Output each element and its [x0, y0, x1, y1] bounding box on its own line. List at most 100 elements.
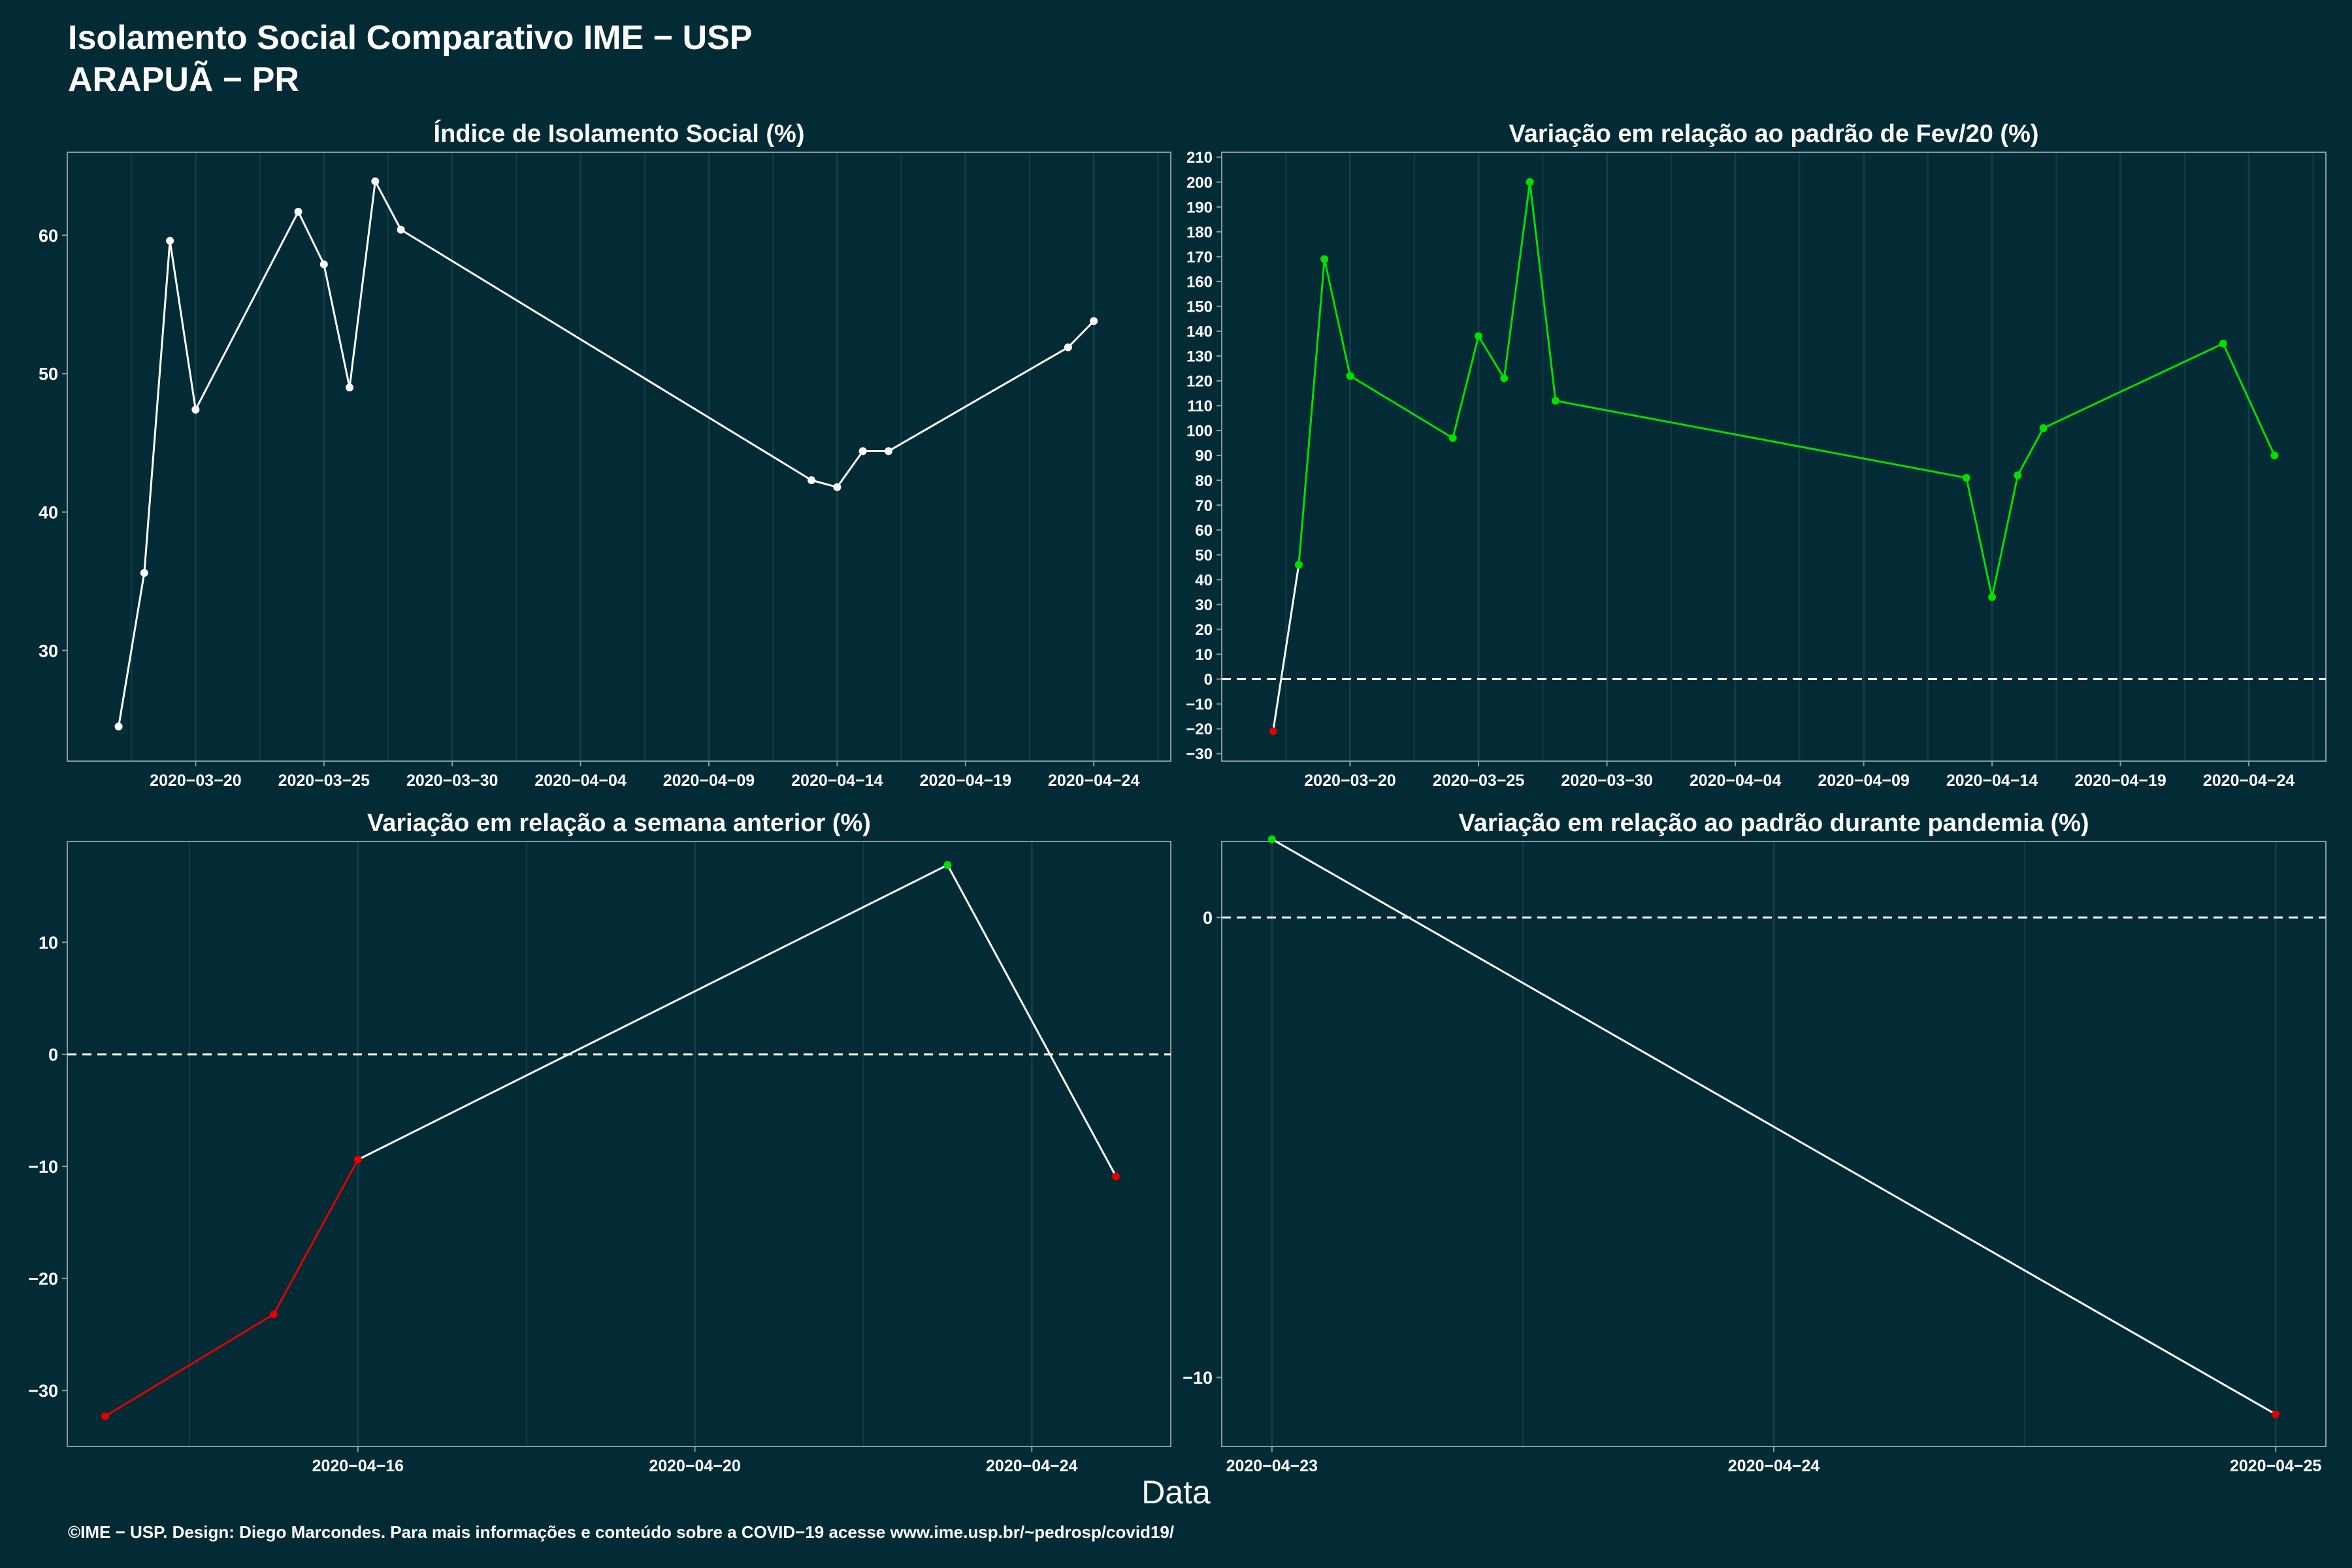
x-tick-label: 2020−03−30 [1561, 772, 1652, 790]
data-point [101, 1412, 110, 1420]
y-tick-label: 10 [39, 933, 58, 953]
x-tick-label: 2020−04−19 [920, 772, 1011, 790]
series-segment [357, 864, 949, 1161]
panel-1-border [67, 152, 1171, 762]
data-point [397, 225, 405, 234]
series-segment [1555, 399, 1967, 479]
series-segment [947, 864, 1117, 1177]
series-segment [374, 180, 402, 231]
data-point [1320, 255, 1329, 263]
y-tick-label: 70 [1195, 497, 1213, 515]
y-tick-label: 30 [39, 641, 58, 661]
y-tick-label: 130 [1186, 348, 1213, 366]
y-tick-label: 200 [1186, 174, 1213, 191]
data-point [2270, 451, 2279, 460]
y-tick-label: 140 [1186, 323, 1213, 341]
y-tick-label: −30 [28, 1381, 58, 1401]
series-segment [272, 1159, 359, 1315]
data-point [2014, 471, 2022, 480]
data-point [833, 483, 841, 491]
y-tick-label: −10 [1183, 1368, 1213, 1388]
data-point [2039, 424, 2048, 433]
data-point [371, 177, 380, 186]
y-tick-label: 210 [1186, 149, 1213, 167]
x-axis-title: Data [1141, 1474, 1211, 1511]
data-point [1988, 593, 1997, 601]
y-tick-label: 190 [1186, 199, 1213, 216]
series-segment [1477, 335, 1505, 379]
series-segment [143, 240, 171, 574]
y-tick-label: 0 [1203, 908, 1213, 928]
y-tick-label: 120 [1186, 373, 1213, 391]
series-segment [400, 229, 812, 482]
data-point [1500, 374, 1509, 383]
series-segment [836, 450, 864, 488]
y-tick-label: 0 [1204, 671, 1213, 689]
x-tick-label: 2020−04−09 [663, 772, 755, 790]
panel-1-title: Índice de Isolamento Social (%) [433, 119, 804, 148]
series-segment [118, 572, 146, 727]
series-segment [323, 264, 351, 388]
y-tick-label: 110 [1187, 398, 1213, 416]
series-segment [1529, 182, 1557, 401]
footer-credits: ©IME − USP. Design: Diego Marcondes. Par… [68, 1522, 1175, 1542]
y-tick-label: −10 [28, 1157, 58, 1177]
y-tick-label: 90 [1195, 448, 1213, 465]
series-segment [1298, 259, 1326, 565]
series-segment [888, 346, 1069, 452]
series-segment [105, 1313, 274, 1417]
data-point [269, 1310, 278, 1318]
data-point [1064, 343, 1072, 351]
series-segment [297, 211, 325, 265]
series-segment [2017, 427, 2044, 476]
y-tick-label: 80 [1195, 472, 1213, 490]
x-tick-label: 2020−03−20 [1304, 772, 1396, 790]
x-tick-label: 2020−03−20 [150, 772, 241, 790]
x-tick-label: 2020−04−19 [2074, 772, 2166, 790]
series-segment [811, 479, 838, 489]
figure-subtitle: ARAPUÃ − PR [68, 61, 299, 99]
series-segment [2043, 342, 2224, 429]
data-point [858, 447, 867, 455]
data-point [1294, 561, 1303, 569]
x-tick-label: 2020−04−24 [986, 1457, 1078, 1475]
x-tick-label: 2020−04−14 [1946, 772, 2038, 790]
x-tick-label: 2020−04−24 [2203, 772, 2295, 790]
x-tick-label: 2020−04−25 [2230, 1457, 2322, 1475]
data-point [1346, 372, 1354, 380]
data-point [353, 1156, 362, 1164]
figure-title: Isolamento Social Comparativo IME − USP [68, 19, 753, 57]
data-point [1551, 397, 1560, 405]
series-segment [1323, 259, 1351, 376]
x-tick-label: 2020−03−30 [406, 772, 498, 790]
series-segment [1991, 475, 2019, 598]
y-tick-label: −20 [28, 1269, 58, 1288]
x-tick-label: 2020−04−16 [312, 1457, 404, 1475]
y-tick-label: 180 [1186, 223, 1213, 241]
data-point [294, 208, 302, 216]
data-point [2219, 339, 2227, 348]
y-tick-label: 10 [1195, 646, 1213, 664]
x-tick-label: 2020−04−09 [1818, 772, 1909, 790]
x-tick-label: 2020−03−25 [1433, 772, 1525, 790]
data-point [1526, 178, 1534, 186]
x-tick-label: 2020−04−24 [1728, 1457, 1820, 1475]
data-point [114, 723, 123, 731]
y-tick-label: 50 [39, 365, 58, 384]
y-tick-label: 60 [1195, 522, 1213, 540]
series-segment [1349, 375, 1454, 439]
series-segment [1271, 838, 2276, 1416]
series-segment [1965, 478, 1993, 598]
data-point [1269, 727, 1277, 736]
data-point [1448, 434, 1457, 442]
data-point [1267, 835, 1276, 843]
y-tick-label: 170 [1186, 248, 1213, 266]
x-tick-label: 2020−04−14 [791, 772, 883, 790]
data-point [1962, 474, 1970, 482]
data-point [808, 476, 816, 485]
y-tick-label: −30 [1186, 745, 1213, 763]
y-tick-label: 150 [1186, 298, 1213, 316]
x-tick-label: 2020−04−04 [1690, 772, 1782, 790]
data-point [1475, 332, 1483, 340]
